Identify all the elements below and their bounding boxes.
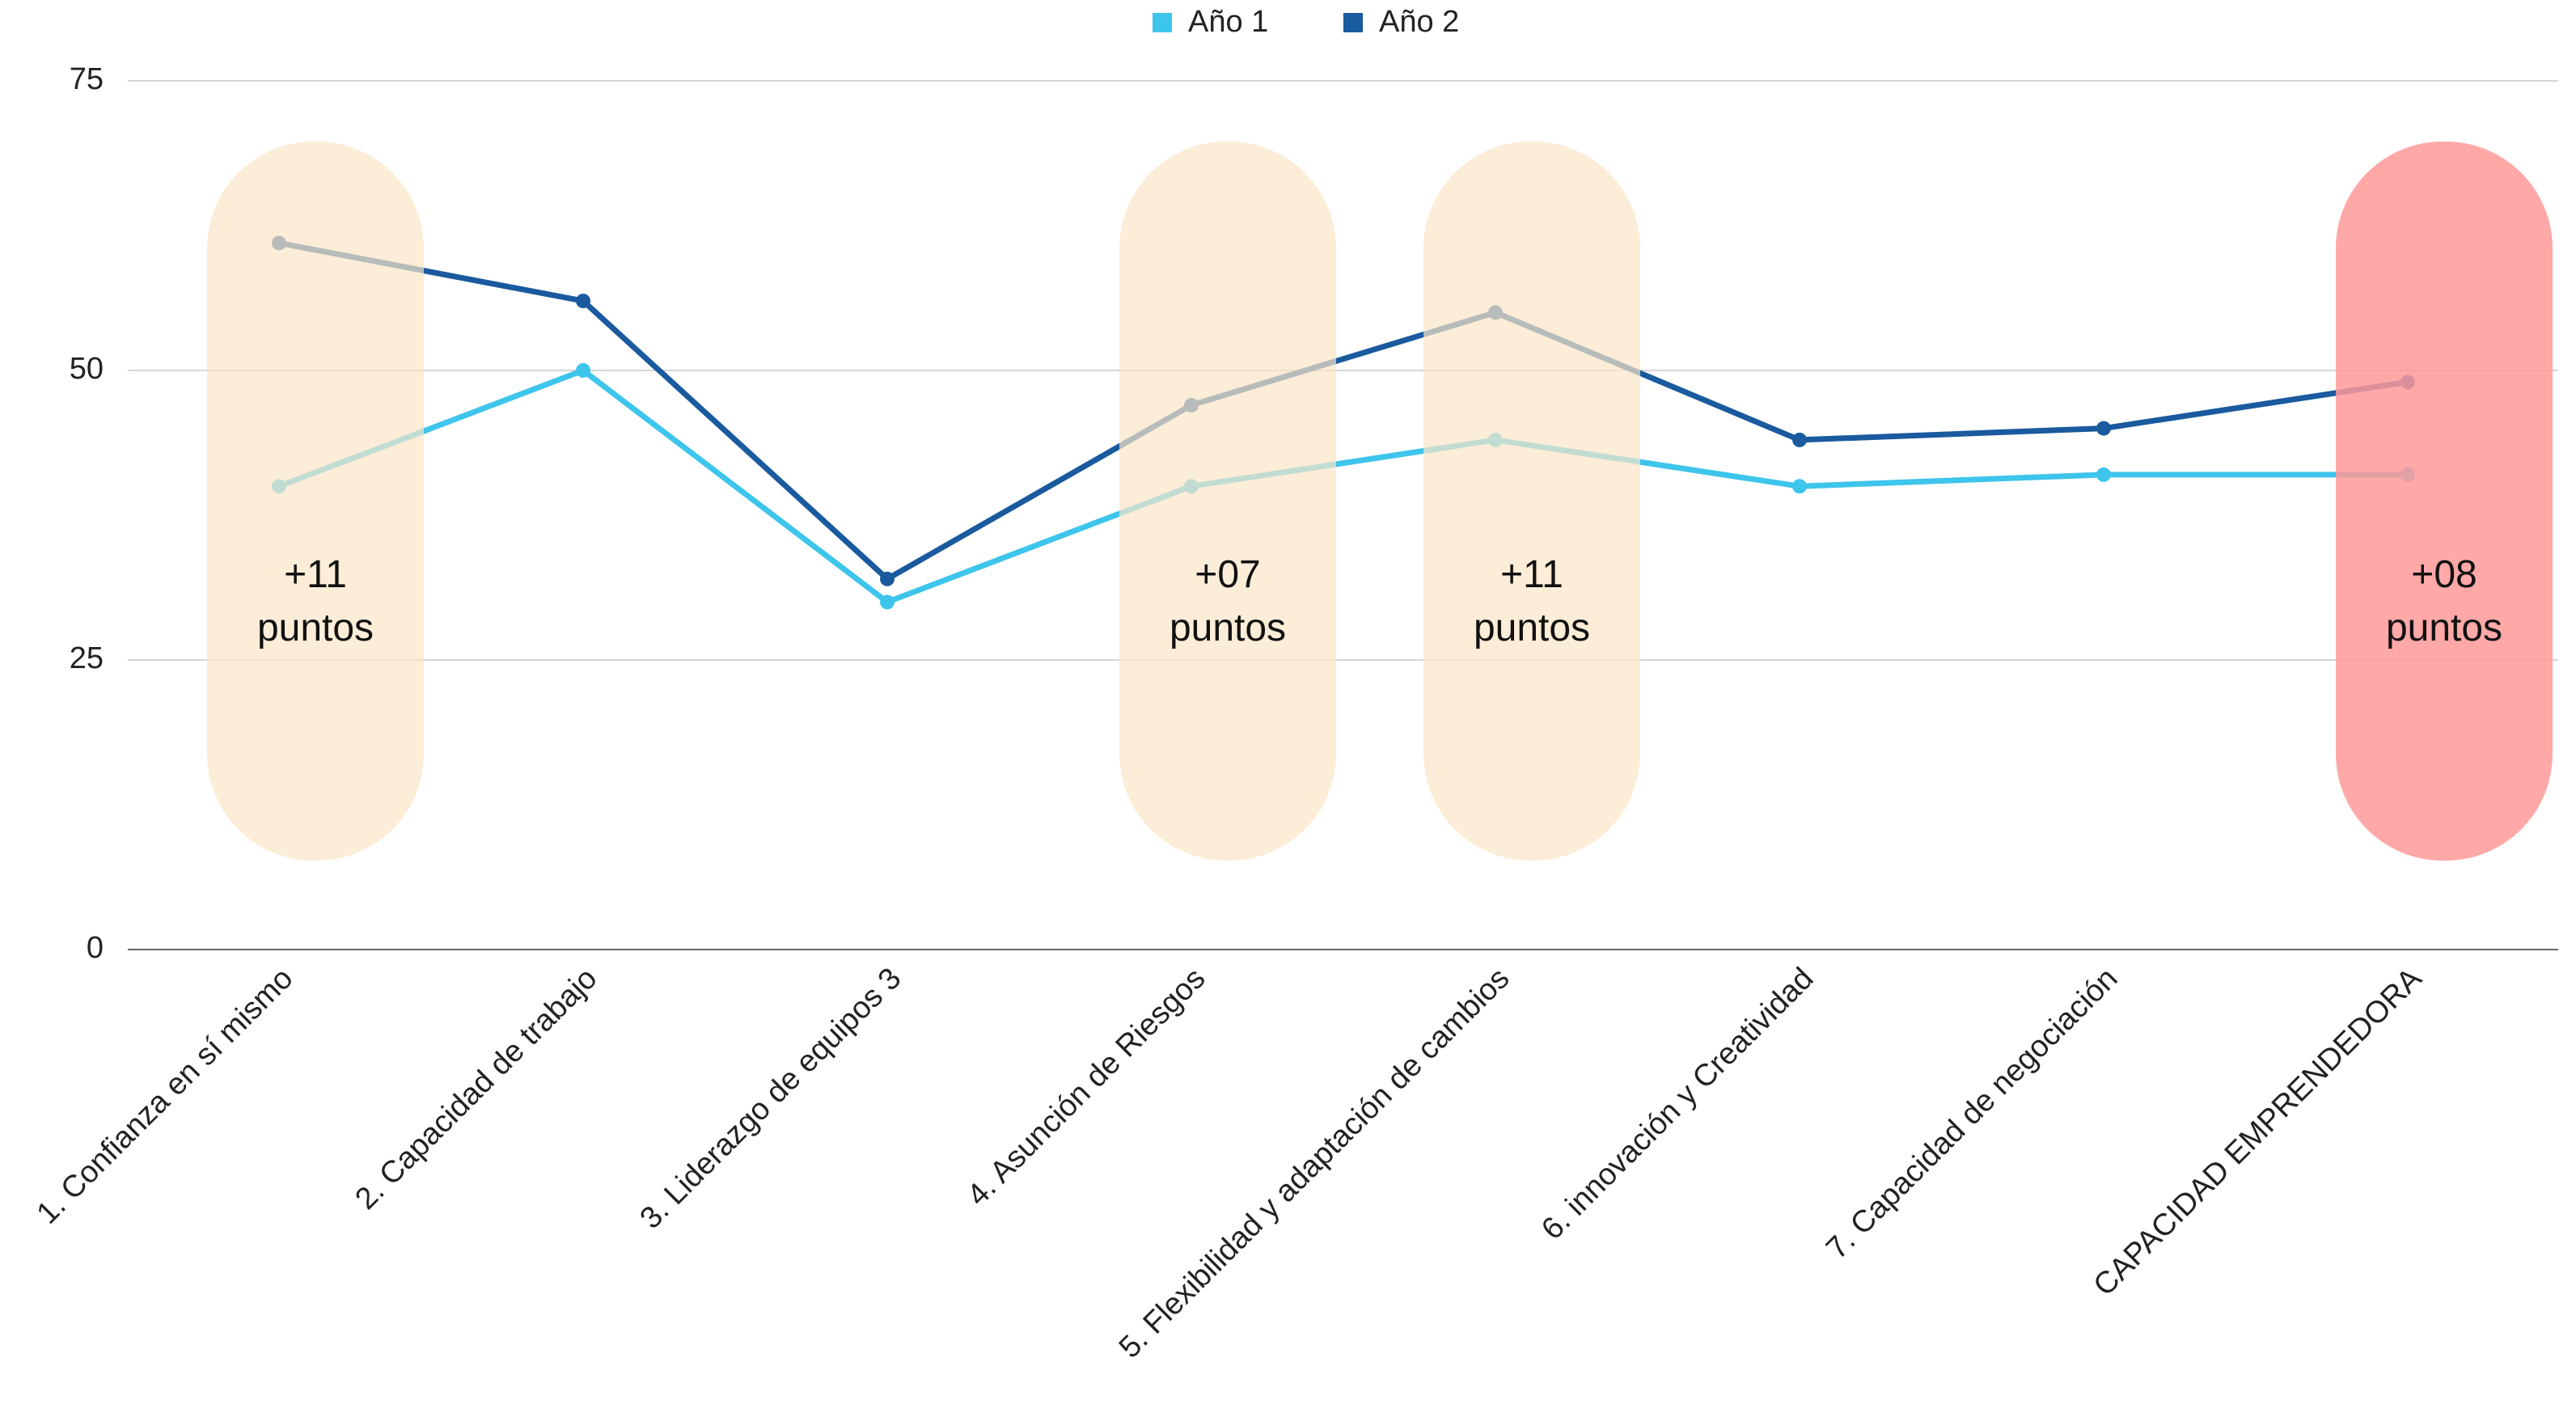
- data-point: [1792, 432, 1807, 447]
- annotation: +11 puntos: [1473, 553, 1591, 649]
- y-tick-label: 25: [70, 641, 104, 675]
- data-point: [880, 594, 895, 610]
- x-tick-label: CAPACIDAD EMPRENDEDORA: [2087, 961, 2429, 1302]
- x-tick-label: 7. Capacidad de negociación: [1820, 962, 2124, 1266]
- legend-swatch: [1343, 13, 1363, 32]
- x-tick-label: 3. Liderazgo de equipos 3: [634, 962, 908, 1236]
- y-tick-label: 75: [70, 62, 104, 96]
- data-point: [2096, 421, 2111, 436]
- x-tick-label: 1. Confianza en sí mismo: [31, 962, 300, 1231]
- highlight: [1423, 142, 1640, 861]
- highlight: [1119, 142, 1336, 861]
- highlight: [2336, 142, 2553, 861]
- legend-label: Año 1: [1188, 5, 1268, 39]
- x-tick-label: 4. Asunción de Riesgos: [961, 962, 1212, 1213]
- data-point: [576, 294, 590, 309]
- y-tick-label: 0: [87, 931, 104, 965]
- x-tick-label: 2. Capacidad de trabajo: [349, 962, 603, 1216]
- series-line: [277, 367, 2408, 605]
- data-point: [1792, 479, 1807, 494]
- annotation: +11 puntos: [256, 553, 374, 649]
- annotation: +08 puntos: [2385, 553, 2503, 649]
- y-tick-label: 50: [70, 352, 104, 386]
- series-line: [278, 240, 2409, 582]
- x-tick-label: 6. innovación y Creatividad: [1535, 962, 1820, 1246]
- data-point: [576, 363, 590, 378]
- legend-label: Año 2: [1379, 5, 1459, 39]
- legend-swatch: [1153, 13, 1172, 32]
- annotation: +07 puntos: [1169, 553, 1287, 649]
- highlight: [207, 142, 424, 861]
- data-point: [2096, 467, 2111, 482]
- legend: Año 1 Año 2: [1153, 5, 1459, 39]
- data-point: [880, 571, 895, 586]
